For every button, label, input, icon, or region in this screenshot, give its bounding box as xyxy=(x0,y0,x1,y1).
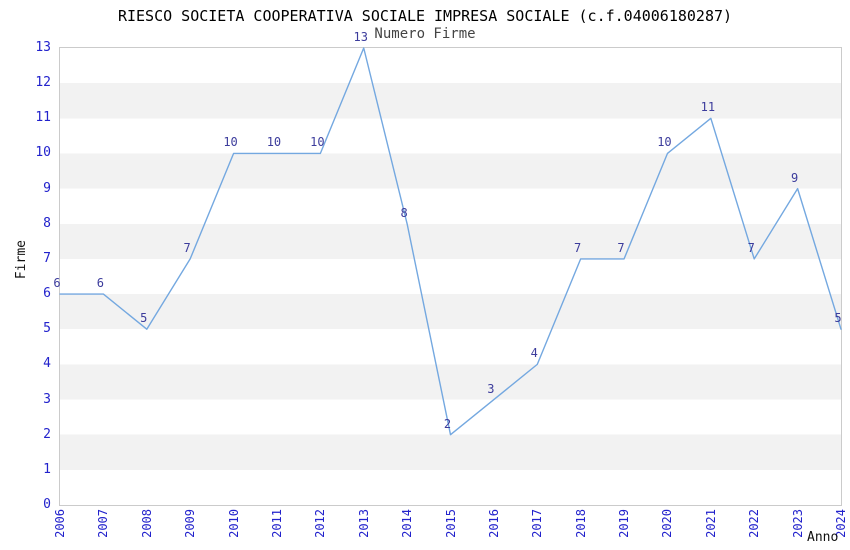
y-tick-label: 9 xyxy=(43,180,51,196)
x-tick-label: 2015 xyxy=(443,509,458,538)
y-tick-label: 6 xyxy=(43,286,51,302)
data-point-label: 9 xyxy=(790,170,799,185)
y-tick-label: 3 xyxy=(43,391,51,407)
line-series xyxy=(59,47,842,436)
y-axis-title: Firme xyxy=(14,240,29,280)
x-tick-label: 2021 xyxy=(703,509,718,538)
line-series-svg xyxy=(59,47,842,436)
data-point-label: 3 xyxy=(487,381,495,396)
data-point-label: 10 xyxy=(310,135,325,150)
data-point-label: 7 xyxy=(574,240,582,255)
y-tick-label: 5 xyxy=(43,321,51,337)
y-tick-label: 10 xyxy=(35,145,51,161)
y-tick-label: 12 xyxy=(35,75,51,91)
data-point-label: 13 xyxy=(353,30,368,44)
x-tick-label: 2009 xyxy=(183,509,198,538)
x-tick-label: 2023 xyxy=(790,509,805,538)
y-tick-label: 1 xyxy=(43,461,51,477)
y-tick-label: 13 xyxy=(35,40,51,55)
data-point-label: 7 xyxy=(183,240,191,255)
data-point-label: 10 xyxy=(657,135,672,150)
data-point-label: 7 xyxy=(617,240,625,255)
y-tick-label: 0 xyxy=(43,497,51,512)
x-tick-label: 2010 xyxy=(226,509,241,538)
y-tick-label: 11 xyxy=(35,110,51,126)
y-tick-label: 8 xyxy=(43,215,51,231)
data-point-label: 10 xyxy=(223,135,238,150)
y-tick-label: 7 xyxy=(43,250,51,266)
x-tick-label: 2006 xyxy=(53,509,67,538)
data-point-label: 6 xyxy=(53,276,61,291)
x-tick-label: 2020 xyxy=(660,509,675,538)
x-tick-label: 2019 xyxy=(617,509,632,538)
x-tick-label: 2014 xyxy=(400,509,415,538)
x-axis-title: Anno xyxy=(807,530,839,545)
data-point-label: 7 xyxy=(747,240,755,255)
chart-subtitle: Numero Firme xyxy=(374,26,476,42)
data-point-label: 5 xyxy=(834,311,842,326)
data-point-label: 2 xyxy=(443,416,452,431)
data-point-label: 8 xyxy=(400,205,408,220)
x-tick-label: 2007 xyxy=(96,509,111,538)
data-point-label: 6 xyxy=(96,276,104,291)
x-tick-label: 2022 xyxy=(747,509,762,538)
y-tick-label: 4 xyxy=(43,356,51,372)
data-point-label: 11 xyxy=(700,100,716,115)
data-point-label: 4 xyxy=(530,346,538,361)
x-tick-label: 2011 xyxy=(269,509,284,538)
x-tick-label: 2013 xyxy=(356,509,371,538)
plot-area xyxy=(59,47,842,506)
x-tick-label: 2016 xyxy=(486,509,501,538)
data-point-label: 10 xyxy=(266,135,282,150)
y-tick-label: 2 xyxy=(43,426,51,442)
chart-title: RIESCO SOCIETA COOPERATIVA SOCIALE IMPRE… xyxy=(117,7,733,25)
x-tick-label: 2012 xyxy=(313,509,328,538)
x-tick-label: 2008 xyxy=(139,509,154,538)
x-tick-label: 2017 xyxy=(530,509,545,538)
x-tick-label: 2018 xyxy=(573,509,588,538)
data-point-label: 5 xyxy=(140,311,148,326)
